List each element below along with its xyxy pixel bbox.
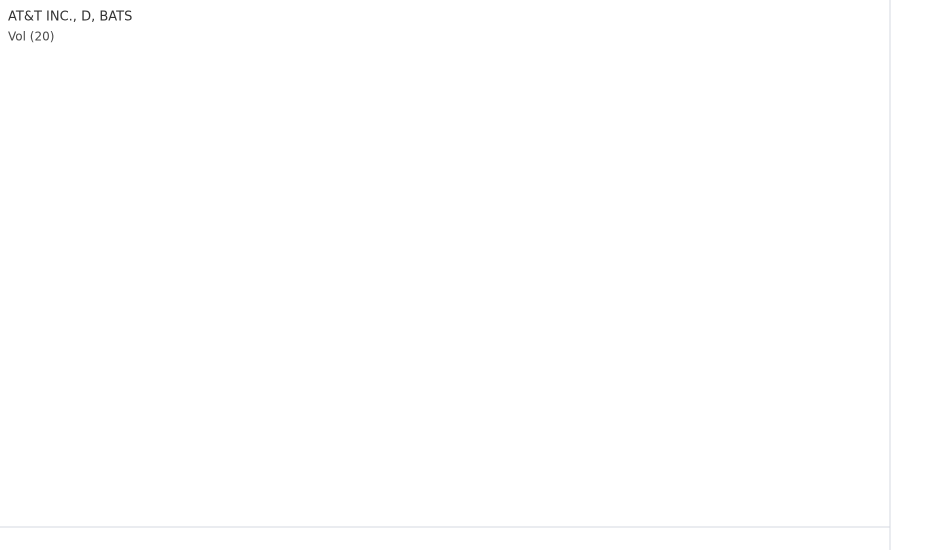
chart-title: AT&T INC., D, BATS xyxy=(8,10,132,25)
volume-label: Vol (20) xyxy=(8,30,54,44)
